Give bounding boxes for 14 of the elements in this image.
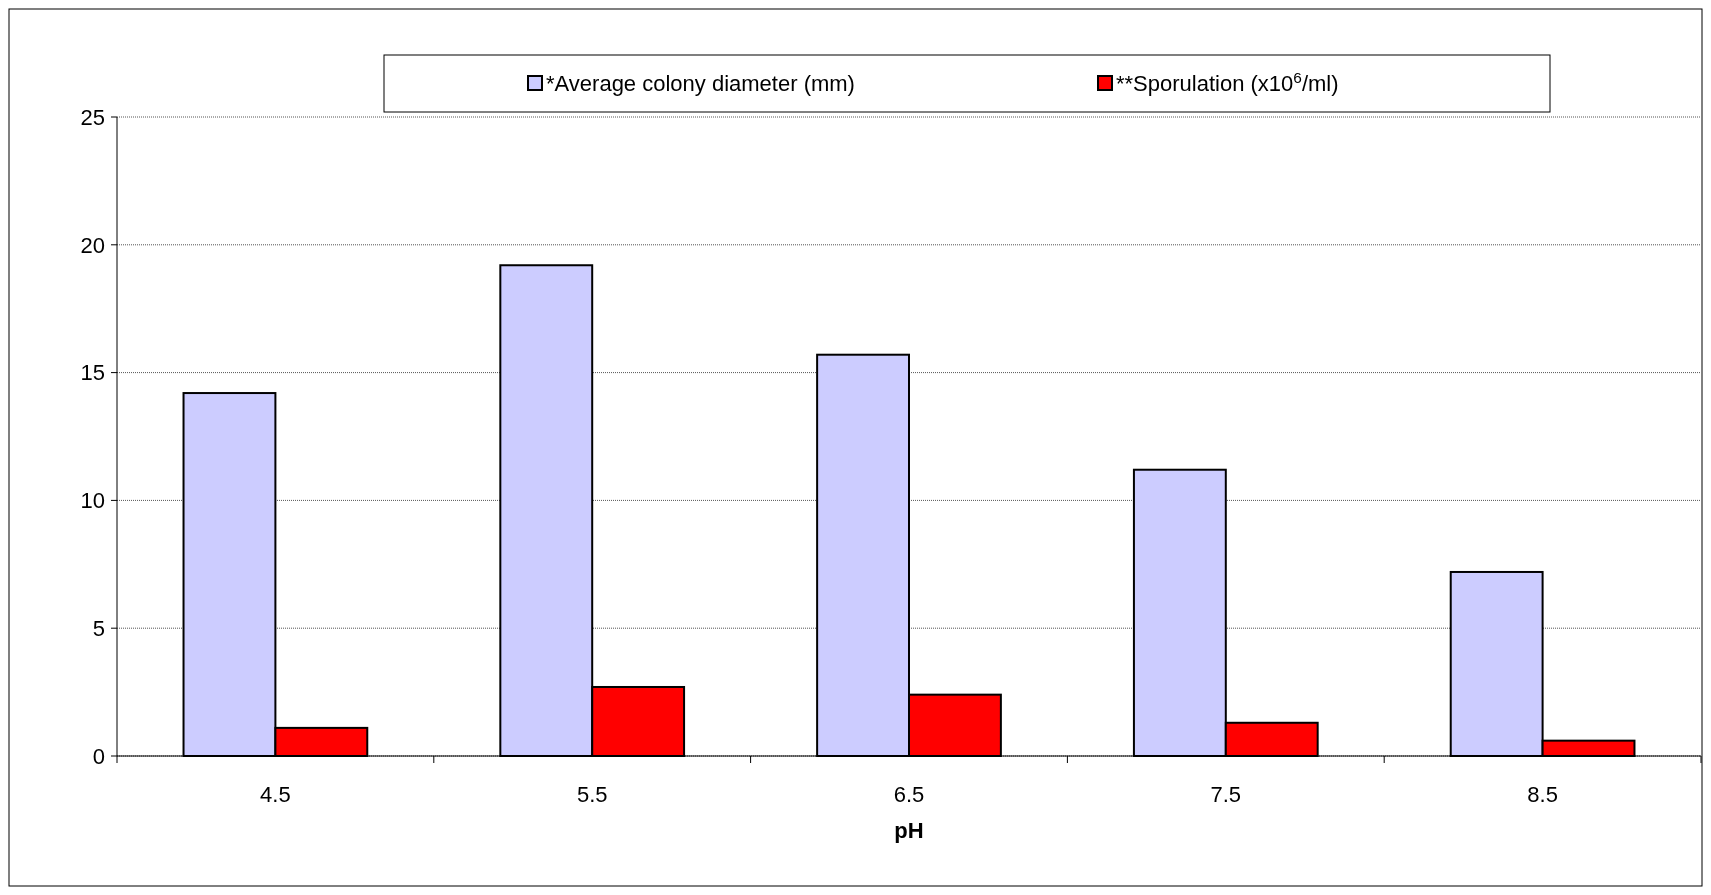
y-tick-label: 25 [80,104,105,130]
x-tick-label: 7.5 [1210,782,1242,807]
y-tick-label: 0 [92,743,105,769]
y-tick-label: 15 [80,360,105,386]
x-tick-label: 8.5 [1527,782,1558,807]
y-tick-label: 20 [80,232,105,258]
x-tick-label: 5.5 [576,782,608,807]
y-tick-label: 5 [92,615,105,641]
legend-label: **Sporulation (x10$^{6}$/ml) [1116,68,1339,96]
y-tick-label: 10 [80,488,105,514]
legend-label: *Average colony diameter (mm) [546,70,855,96]
x-axis-title: pH [894,818,924,843]
x-tick-label: 4.5 [260,782,291,807]
x-tick-label: 6.5 [893,782,925,807]
